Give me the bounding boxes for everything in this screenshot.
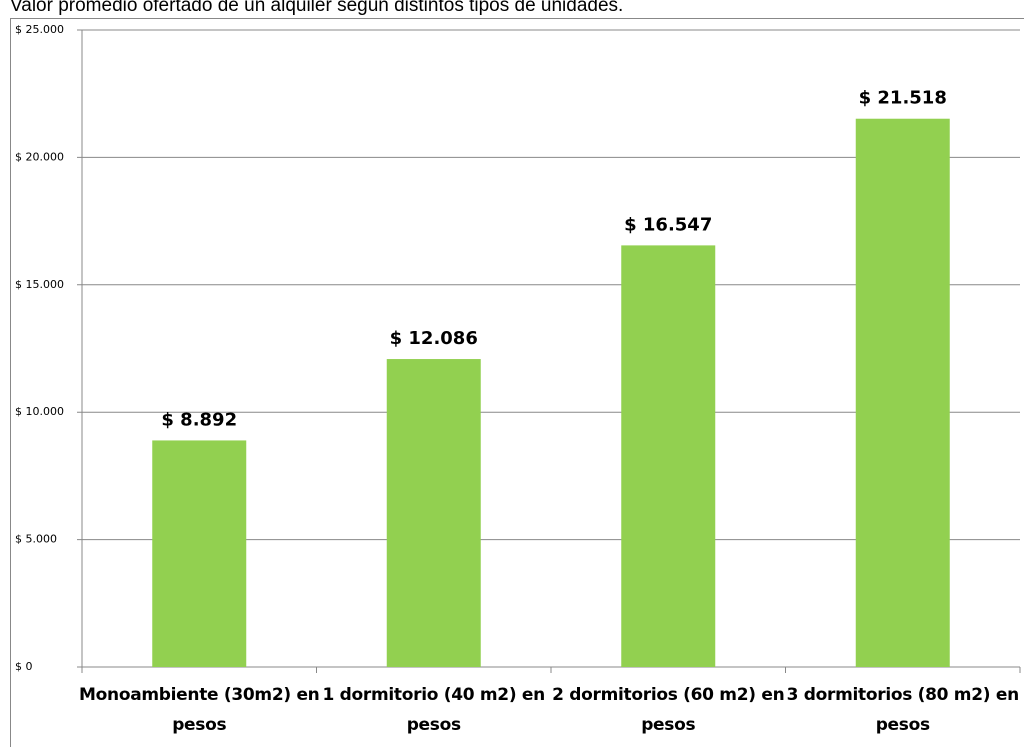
y-tick-label: $ 20.000 xyxy=(15,150,64,163)
data-label: $ 21.518 xyxy=(859,88,947,109)
x-tick-label: 1 dormitorio (40 m2) en pesos xyxy=(322,685,546,735)
data-label: $ 8.892 xyxy=(161,409,237,430)
data-label: $ 16.547 xyxy=(624,214,712,235)
bar xyxy=(855,118,950,667)
y-tick-label: $ 15.000 xyxy=(15,278,64,291)
chart-frame xyxy=(10,18,1024,747)
data-label: $ 12.086 xyxy=(390,328,478,349)
x-tick-label: 2 dormitorios (60 m2) en pesos xyxy=(552,685,785,735)
y-tick-label: $ 25.000 xyxy=(15,23,64,36)
x-tick-label: Monoambiente (30m2) en pesos xyxy=(79,685,320,735)
bar xyxy=(152,440,247,667)
bar xyxy=(621,245,716,667)
y-tick-label: $ 10.000 xyxy=(15,405,64,418)
bar xyxy=(386,359,481,667)
y-tick-label: $ 0 xyxy=(15,660,33,673)
chart-title: Valor promedio ofertado de un alquiler s… xyxy=(10,0,623,16)
x-tick-label: 3 dormitorios (80 m2) en pesos xyxy=(786,685,1020,735)
y-tick-label: $ 5.000 xyxy=(15,533,57,546)
